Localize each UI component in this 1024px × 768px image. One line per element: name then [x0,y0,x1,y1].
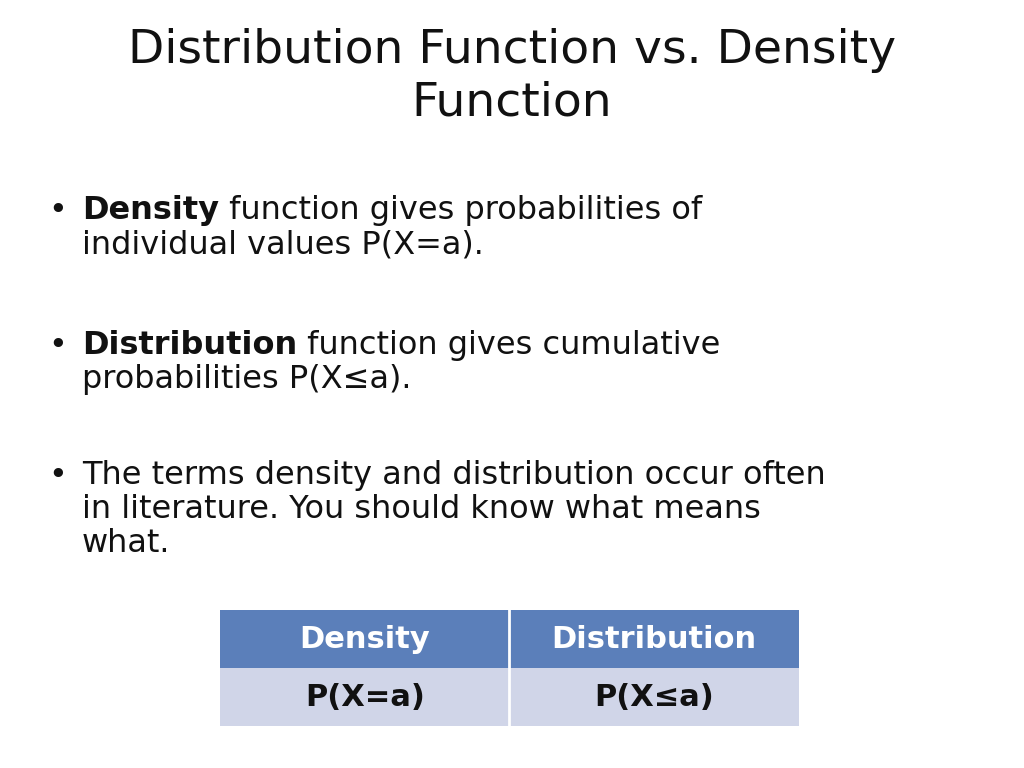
Text: P(X=a): P(X=a) [305,683,425,711]
Text: in literature. You should know what means: in literature. You should know what mean… [82,494,761,525]
Text: Density: Density [299,624,430,654]
Text: Density: Density [82,195,219,226]
Text: •: • [48,460,68,491]
Text: individual values P(X=a).: individual values P(X=a). [82,229,484,260]
Text: Distribution: Distribution [82,330,297,361]
Text: •: • [48,330,68,361]
Text: probabilities P(X≤a).: probabilities P(X≤a). [82,364,412,395]
Text: The terms density and distribution occur often: The terms density and distribution occur… [82,460,825,491]
Text: what.: what. [82,528,171,559]
Bar [220,610,799,668]
Text: function gives cumulative: function gives cumulative [297,330,721,361]
Text: Distribution Function vs. Density: Distribution Function vs. Density [128,28,896,73]
Bar [220,668,799,726]
Text: P(X≤a): P(X≤a) [594,683,714,711]
Text: Distribution: Distribution [552,624,757,654]
Text: function gives probabilities of: function gives probabilities of [219,195,702,226]
Text: Function: Function [412,81,612,126]
Text: •: • [48,195,68,226]
